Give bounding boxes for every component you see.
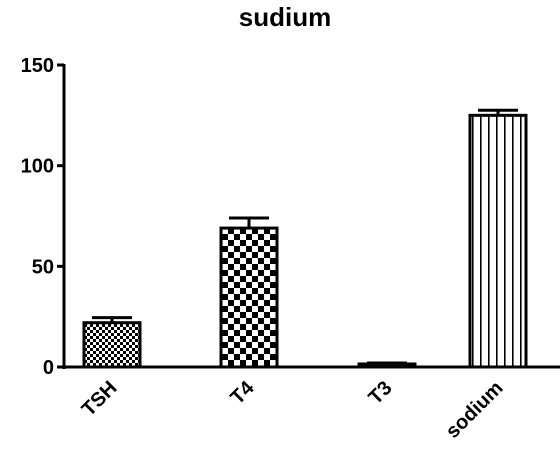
x-label-tsh: TSH	[78, 377, 122, 421]
y-tick-label: 0	[43, 357, 54, 379]
bar-tsh	[82, 321, 142, 369]
category-labels: TSH T4 T3 sodium	[78, 376, 508, 442]
y-tick-label: 50	[32, 256, 54, 278]
bar-sodium	[468, 113, 528, 369]
y-tick-label: 150	[21, 55, 54, 77]
error-bar-t4	[229, 216, 269, 229]
x-label-t4: T4	[226, 376, 259, 409]
chart-title: sudium	[239, 2, 331, 32]
bar-t3	[357, 362, 417, 369]
x-label-sodium: sodium	[442, 377, 508, 443]
x-label-t3: T3	[364, 377, 396, 409]
bars	[82, 108, 528, 369]
y-tick-label: 100	[21, 156, 54, 178]
bar-t4	[219, 226, 279, 369]
